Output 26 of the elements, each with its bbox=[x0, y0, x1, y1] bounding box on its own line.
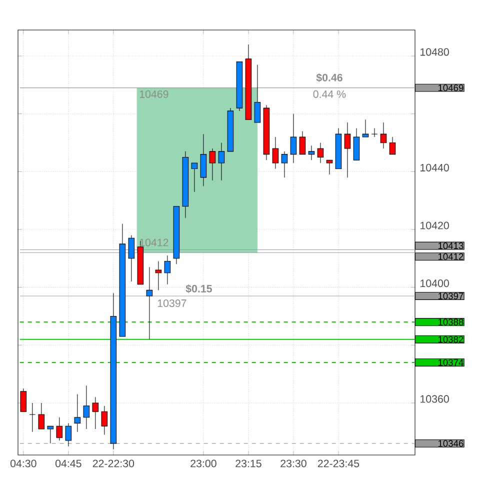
y-tick-label: 10360 bbox=[420, 395, 449, 403]
y-tick-label: 10420 bbox=[420, 222, 449, 230]
y-tick-label: 10400 bbox=[420, 280, 449, 288]
x-tick-label: 04:45 bbox=[55, 460, 82, 468]
annotation: 10397 bbox=[158, 299, 186, 307]
annotation: $0.46 bbox=[316, 73, 342, 82]
annotation: 10412 bbox=[140, 238, 168, 246]
ref-line-label: 10382 bbox=[438, 336, 464, 343]
ref-line-label: 10388 bbox=[438, 318, 464, 326]
x-tick-label: 23:15 bbox=[236, 460, 262, 468]
x-tick-label: 04:30 bbox=[10, 460, 36, 468]
x-tick-label: 22-22:30 bbox=[92, 460, 134, 468]
x-tick-label: 23:00 bbox=[190, 460, 216, 468]
ref-line-label: 10412 bbox=[438, 253, 464, 260]
ref-line-label: 10346 bbox=[438, 440, 464, 447]
y-tick-label: 10440 bbox=[420, 164, 449, 172]
ref-line-label: 10469 bbox=[438, 84, 464, 92]
x-tick-label: 22-23:45 bbox=[318, 460, 360, 468]
ref-line-label: 10413 bbox=[438, 242, 464, 250]
annotation: $0.15 bbox=[186, 284, 212, 294]
y-tick-label: 10480 bbox=[420, 48, 449, 56]
ref-line-label: 10374 bbox=[438, 359, 464, 366]
x-tick-label: 23:30 bbox=[280, 460, 306, 468]
ref-line-label: 10397 bbox=[438, 292, 464, 300]
annotation: 0.44 % bbox=[313, 90, 346, 98]
annotation: 10469 bbox=[140, 90, 168, 98]
